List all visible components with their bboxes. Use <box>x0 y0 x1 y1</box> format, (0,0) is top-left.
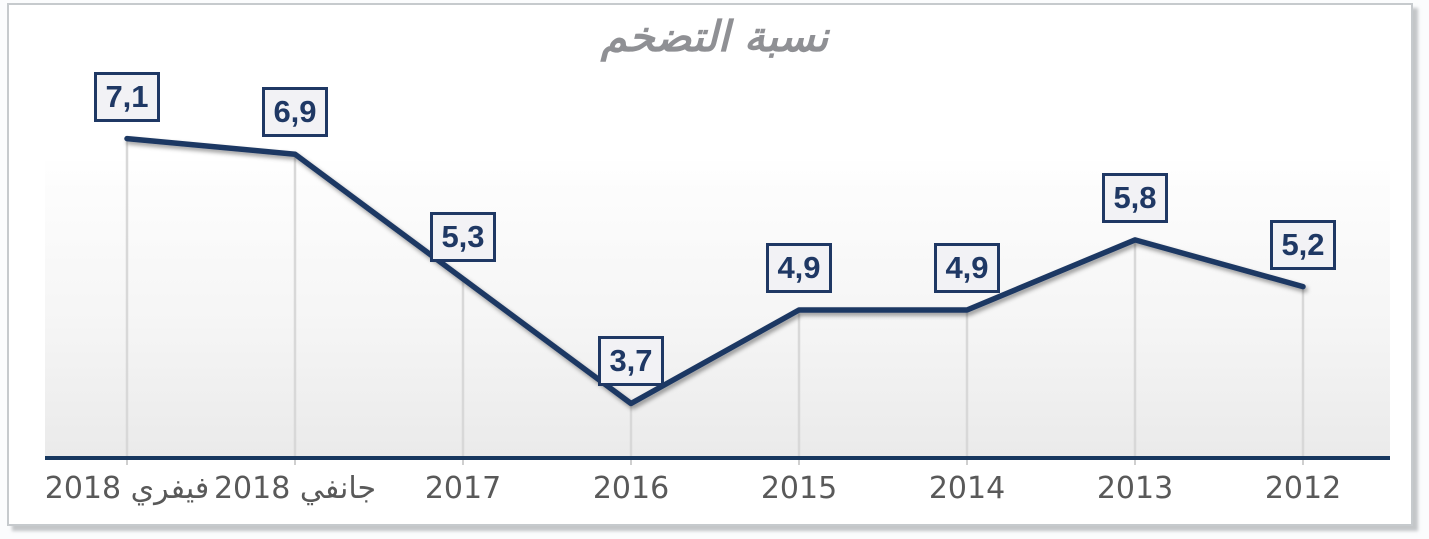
data-label: 5,8 <box>1102 172 1168 223</box>
data-label: 7,1 <box>94 71 160 122</box>
x-axis-label: 2014 <box>928 471 1006 506</box>
data-label: 3,7 <box>598 336 664 387</box>
x-axis-label: فيفري 2018 <box>44 471 210 506</box>
x-axis-label: 2016 <box>592 471 670 506</box>
data-label: 5,3 <box>430 211 496 262</box>
x-axis-label: 2015 <box>760 471 838 506</box>
series-line <box>124 135 1306 407</box>
x-axis-label: جانفي 2018 <box>213 471 377 506</box>
data-label: 4,9 <box>934 242 1000 293</box>
data-label: 6,9 <box>262 87 328 138</box>
x-axis-label: 2013 <box>1096 471 1174 506</box>
data-label: 5,2 <box>1270 219 1336 270</box>
x-axis-label: 2012 <box>1264 471 1342 506</box>
data-label: 4,9 <box>766 242 832 293</box>
x-axis-label: 2017 <box>424 471 502 506</box>
chart-title: نسبة التضخم <box>600 12 829 61</box>
